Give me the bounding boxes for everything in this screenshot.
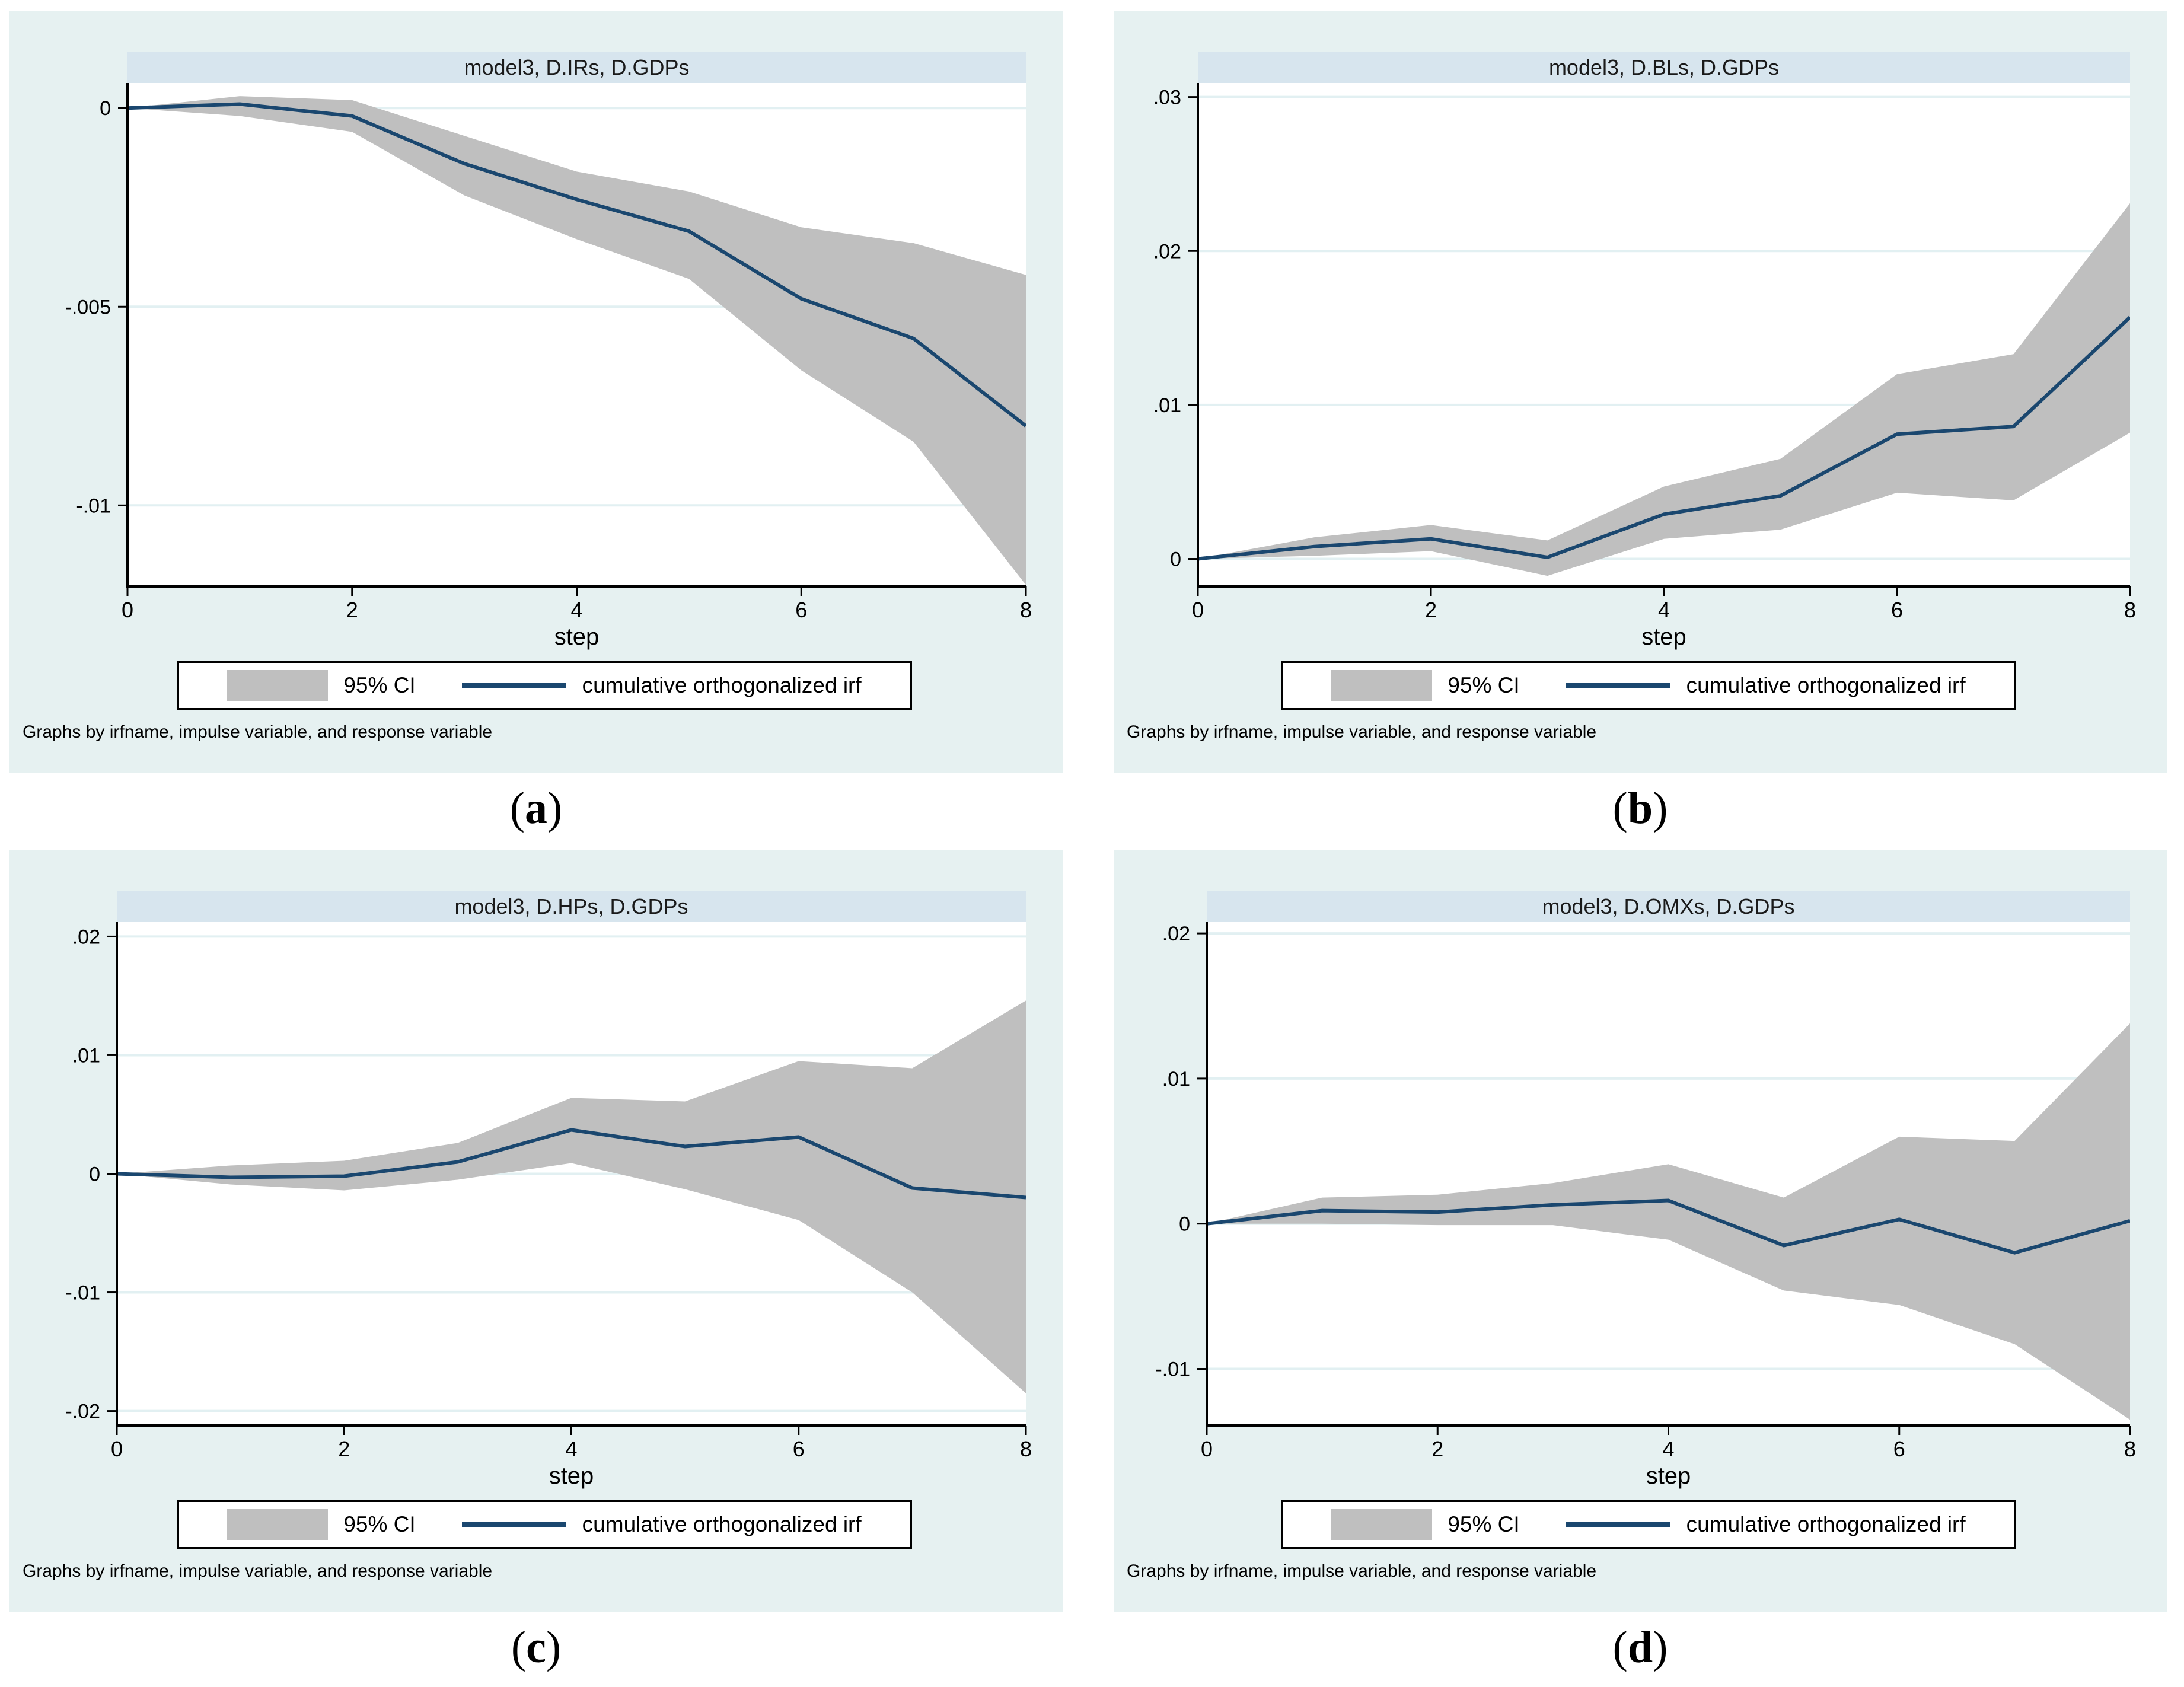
svg-text:0: 0 (89, 1163, 100, 1186)
x-axis-label-d: step (1646, 1463, 1691, 1489)
svg-text:-.005: -.005 (65, 296, 111, 318)
ci-swatch-d (1331, 1509, 1433, 1540)
irf-chart-d: .02 .01 0 -.01 0 2 4 6 8 (1155, 922, 2136, 1461)
irf-panel-a: 0 -.005 -.01 0 2 4 6 8 model3, D.IRs, D.GDPs st… (9, 11, 1063, 773)
svg-text:-.01: -.01 (76, 495, 111, 517)
svg-text:4: 4 (1662, 1437, 1674, 1461)
svg-text:.01: .01 (1153, 394, 1181, 417)
svg-text:.02: .02 (1162, 923, 1190, 945)
footnote-d: Graphs by irfname, impulse variable, and… (1127, 1561, 1597, 1581)
irf-panel-c: .02 .01 0 -.01 -.02 0 2 4 6 8 model3, D.HPs, D.GD… (9, 850, 1063, 1612)
legend-box-c: 95% CI cumulative orthogonalized irf (177, 1500, 912, 1549)
panel-caption-a: (a) (9, 776, 1063, 841)
svg-text:.01: .01 (1162, 1068, 1190, 1090)
panel-title-a: model3, D.IRs, D.GDPs (127, 52, 1026, 83)
caption-open-b: ( (1612, 783, 1628, 833)
footnote-a: Graphs by irfname, impulse variable, and… (23, 722, 493, 742)
irf-label-c: cumulative orthogonalized irf (582, 1512, 862, 1536)
caption-close-a: ) (547, 783, 563, 833)
caption-letter-d: d (1627, 1622, 1653, 1672)
svg-text:.02: .02 (1153, 240, 1181, 263)
caption-open-a: ( (509, 783, 525, 833)
irf-panel-b: 0 .01 .02 .03 0 2 4 6 8 model3, D.BLs, D.GDPs st… (1114, 11, 2167, 773)
ci-swatch-a (227, 670, 329, 701)
footnote-b: Graphs by irfname, impulse variable, and… (1127, 722, 1597, 742)
svg-text:8: 8 (1020, 1437, 1032, 1461)
caption-letter-b: b (1627, 783, 1653, 833)
svg-text:.03: .03 (1153, 87, 1181, 109)
panel-title-b: model3, D.BLs, D.GDPs (1198, 52, 2130, 83)
caption-close-d: ) (1653, 1622, 1668, 1672)
ci-label-c: 95% CI (343, 1512, 416, 1536)
panel-title-d: model3, D.OMXs, D.GDPs (1207, 891, 2130, 922)
ci-label-d: 95% CI (1448, 1512, 1520, 1536)
svg-text:6: 6 (1893, 1437, 1905, 1461)
footnote-c: Graphs by irfname, impulse variable, and… (23, 1561, 493, 1581)
irf-label-d: cumulative orthogonalized irf (1686, 1512, 1966, 1536)
svg-text:2: 2 (338, 1437, 350, 1461)
irf-label-a: cumulative orthogonalized irf (582, 673, 862, 697)
svg-text:8: 8 (1020, 598, 1032, 622)
ci-swatch-b (1331, 670, 1433, 701)
svg-text:.01: .01 (72, 1044, 100, 1067)
svg-text:0: 0 (100, 97, 111, 120)
ci-label-b: 95% CI (1448, 673, 1520, 697)
svg-text:0: 0 (1170, 548, 1181, 571)
caption-close-b: ) (1653, 783, 1668, 833)
caption-letter-a: a (525, 783, 547, 833)
svg-text:0: 0 (111, 1437, 123, 1461)
svg-text:6: 6 (1891, 598, 1903, 622)
irf-label-b: cumulative orthogonalized irf (1686, 673, 1966, 697)
svg-text:6: 6 (793, 1437, 805, 1461)
irf-panel-d: .02.01 0 -.01 0 2 4 6 8 model3, D.OMXs, D.GDPs … (1114, 850, 2167, 1612)
svg-text:0: 0 (122, 598, 133, 622)
panel-title-c: model3, D.HPs, D.GDPs (117, 891, 1026, 922)
svg-text:4: 4 (1658, 598, 1670, 622)
ci-label-a: 95% CI (343, 673, 416, 697)
ci-swatch-c (227, 1509, 329, 1540)
irf-chart-b: 0 .01 .02 .03 0 2 4 6 8 (1153, 83, 2136, 622)
svg-text:8: 8 (2124, 598, 2136, 622)
caption-letter-c: c (526, 1622, 546, 1672)
panel-caption-d: (d) (1114, 1615, 2167, 1680)
caption-open-c: ( (511, 1622, 527, 1672)
svg-text:2: 2 (346, 598, 358, 622)
svg-text:2: 2 (1431, 1437, 1443, 1461)
x-axis-label-c: step (549, 1463, 594, 1489)
svg-text:-.01: -.01 (65, 1282, 100, 1305)
legend-box-a: 95% CI cumulative orthogonalized irf (177, 661, 912, 710)
svg-text:0: 0 (1192, 598, 1204, 622)
irf-line-sample-b (1566, 683, 1670, 688)
svg-text:4: 4 (565, 1437, 577, 1461)
panel-caption-b: (b) (1114, 776, 2167, 841)
caption-close-c: ) (546, 1622, 562, 1672)
irf-chart-c: .02 .01 0 -.01 -.02 0 2 4 6 8 (65, 922, 1032, 1461)
svg-text:2: 2 (1425, 598, 1437, 622)
irf-line-sample-c (461, 1522, 566, 1527)
x-axis-label-b: step (1641, 624, 1686, 650)
svg-text:0: 0 (1201, 1437, 1213, 1461)
svg-text:0: 0 (1179, 1213, 1190, 1236)
svg-text:-.01: -.01 (1155, 1358, 1190, 1381)
caption-open-d: ( (1612, 1622, 1628, 1672)
legend-box-b: 95% CI cumulative orthogonalized irf (1281, 661, 2016, 710)
svg-text:-.02: -.02 (65, 1401, 100, 1423)
svg-text:4: 4 (570, 598, 582, 622)
legend-box-d: 95% CI cumulative orthogonalized irf (1281, 1500, 2016, 1549)
svg-text:6: 6 (795, 598, 807, 622)
panel-caption-c: (c) (9, 1615, 1063, 1680)
x-axis-label-a: step (554, 624, 600, 650)
irf-line-sample-a (461, 683, 566, 688)
svg-text:.02: .02 (72, 926, 100, 948)
irf-line-sample-d (1566, 1522, 1670, 1527)
irf-chart-a: 0 -.005 -.01 0 2 4 6 8 (65, 83, 1032, 622)
svg-text:8: 8 (2124, 1437, 2136, 1461)
